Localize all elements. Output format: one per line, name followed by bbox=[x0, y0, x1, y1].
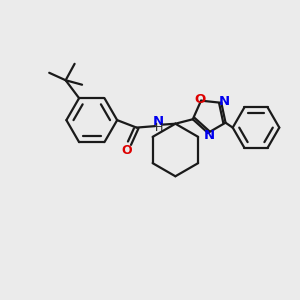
Text: N: N bbox=[204, 129, 215, 142]
Text: H: H bbox=[154, 123, 163, 133]
Text: O: O bbox=[194, 93, 205, 106]
Text: N: N bbox=[219, 95, 230, 108]
Text: N: N bbox=[153, 115, 164, 128]
Text: O: O bbox=[122, 144, 132, 157]
